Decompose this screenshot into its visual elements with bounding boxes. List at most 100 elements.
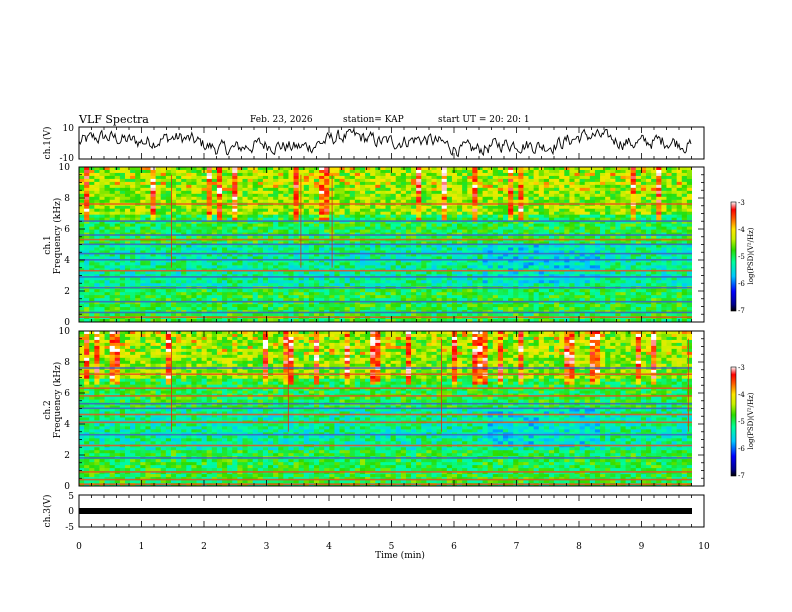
spectrogram-cell bbox=[339, 199, 346, 204]
spectrogram-cell bbox=[635, 262, 642, 266]
spectrogram-cell bbox=[502, 217, 509, 222]
spectrogram-cell bbox=[196, 271, 202, 275]
spectrogram-cell bbox=[79, 223, 85, 228]
spectrogram-cell bbox=[431, 190, 437, 195]
spectrogram-cell bbox=[283, 175, 289, 180]
spectrogram-cell bbox=[283, 223, 289, 228]
spectrogram-cell bbox=[635, 235, 642, 239]
spectrogram-cell bbox=[186, 190, 192, 195]
spectrogram-cell bbox=[349, 280, 356, 284]
spectrogram-cell bbox=[569, 223, 575, 228]
spectrogram-cell bbox=[160, 262, 167, 266]
spectrogram-cell bbox=[262, 178, 269, 183]
spectrogram-cell bbox=[651, 178, 657, 183]
spectrogram-cell bbox=[569, 280, 575, 284]
spectrogram-cell bbox=[467, 277, 473, 281]
spectrogram-cell bbox=[615, 167, 621, 171]
spectrogram-cell bbox=[130, 199, 136, 204]
spectrogram-cell bbox=[390, 259, 397, 263]
spectrogram-cell bbox=[79, 226, 85, 230]
spectrogram-cell bbox=[130, 220, 136, 225]
spectrogram-cell bbox=[89, 229, 95, 233]
spectrogram-cell bbox=[554, 274, 560, 278]
spectrogram-cell bbox=[313, 184, 320, 189]
spectrogram-cell bbox=[99, 277, 105, 281]
spectrogram-cell bbox=[446, 247, 453, 251]
spectrogram-cell bbox=[160, 211, 167, 216]
spectrogram-cell bbox=[487, 250, 494, 254]
spectrogram-cell bbox=[150, 190, 157, 195]
spectrogram-cell bbox=[661, 250, 667, 254]
spectrogram-cell bbox=[416, 262, 422, 266]
spectrogram-cell bbox=[268, 271, 274, 275]
spectrogram-cell bbox=[400, 217, 407, 222]
spectrogram-cell bbox=[651, 196, 657, 201]
spectrogram-cell bbox=[666, 172, 672, 177]
spectrogram-cell bbox=[416, 244, 422, 248]
spectrogram-cell bbox=[462, 199, 468, 204]
spectrogram-cell bbox=[176, 250, 182, 254]
spectrogram-cell bbox=[620, 169, 626, 174]
spectrogram-cell bbox=[176, 283, 182, 287]
spectrogram-cell bbox=[436, 214, 443, 219]
spectrogram-cell bbox=[176, 205, 182, 210]
spectrogram-cell bbox=[339, 172, 346, 177]
spectrogram-cell bbox=[457, 244, 463, 248]
spectrogram-cell bbox=[232, 193, 238, 198]
spectrogram-cell bbox=[625, 283, 632, 287]
spectrogram-cell bbox=[176, 244, 182, 248]
spectrogram-cell bbox=[181, 229, 187, 233]
spectrogram-cell bbox=[405, 241, 412, 245]
spectrogram-cell bbox=[283, 247, 289, 251]
spectrogram-cell bbox=[140, 235, 146, 239]
spectrogram-cell bbox=[247, 205, 254, 210]
spectrogram-cell bbox=[109, 244, 116, 248]
spectrogram-cell bbox=[656, 214, 662, 219]
spectrogram-cell bbox=[380, 184, 386, 189]
spectrogram-cell bbox=[181, 226, 187, 230]
spectrogram-cell bbox=[119, 241, 126, 245]
spectrogram-cell bbox=[528, 175, 535, 180]
spectrogram-cell bbox=[533, 274, 540, 278]
spectrogram-cell bbox=[273, 223, 279, 228]
spectrogram-cell bbox=[359, 265, 366, 269]
spectrogram-cell bbox=[620, 208, 626, 213]
spectrogram-cell bbox=[640, 280, 647, 284]
spectrogram-cell bbox=[635, 271, 642, 275]
spectrogram-cell bbox=[124, 208, 131, 213]
spectrogram-cell bbox=[610, 247, 616, 251]
spectrogram-cell bbox=[625, 247, 632, 251]
spectrogram-cell bbox=[656, 265, 662, 269]
spectrogram-cell bbox=[615, 220, 621, 225]
spectrogram-cell bbox=[635, 265, 642, 269]
spectrogram-cell bbox=[370, 262, 376, 266]
spectrogram-cell bbox=[548, 184, 555, 189]
spectrogram-cell bbox=[319, 193, 325, 198]
spectrogram-cell bbox=[615, 226, 621, 230]
spectrogram-cell bbox=[554, 247, 560, 251]
spectrogram-cell bbox=[99, 169, 105, 174]
spectrogram-cell bbox=[262, 217, 269, 222]
spectrogram-cell bbox=[252, 211, 259, 216]
spectrogram-cell bbox=[288, 271, 294, 275]
spectrogram-cell bbox=[640, 271, 647, 275]
spectrogram-cell bbox=[451, 241, 458, 245]
spectrogram-cell bbox=[252, 247, 259, 251]
spectrogram-cell bbox=[211, 247, 218, 251]
spectrogram-cell bbox=[119, 274, 126, 278]
spectrogram-cell bbox=[508, 220, 514, 225]
spectrogram-cell bbox=[201, 178, 208, 183]
spectrogram-cell bbox=[365, 253, 371, 257]
spectrogram-cell bbox=[303, 220, 310, 225]
spectrogram-cell bbox=[411, 223, 417, 228]
spectrogram-cell bbox=[502, 271, 509, 275]
spectrogram-cell bbox=[518, 199, 524, 204]
spectrogram-cell bbox=[385, 283, 392, 287]
spectrogram-cell bbox=[615, 235, 621, 239]
spectrogram-cell bbox=[278, 250, 284, 254]
spectrogram-cell bbox=[196, 181, 202, 186]
spectrogram-cell bbox=[140, 169, 146, 174]
spectrogram-cell bbox=[548, 253, 555, 257]
spectrogram-cell bbox=[518, 241, 524, 245]
spectrogram-cell bbox=[84, 175, 90, 180]
